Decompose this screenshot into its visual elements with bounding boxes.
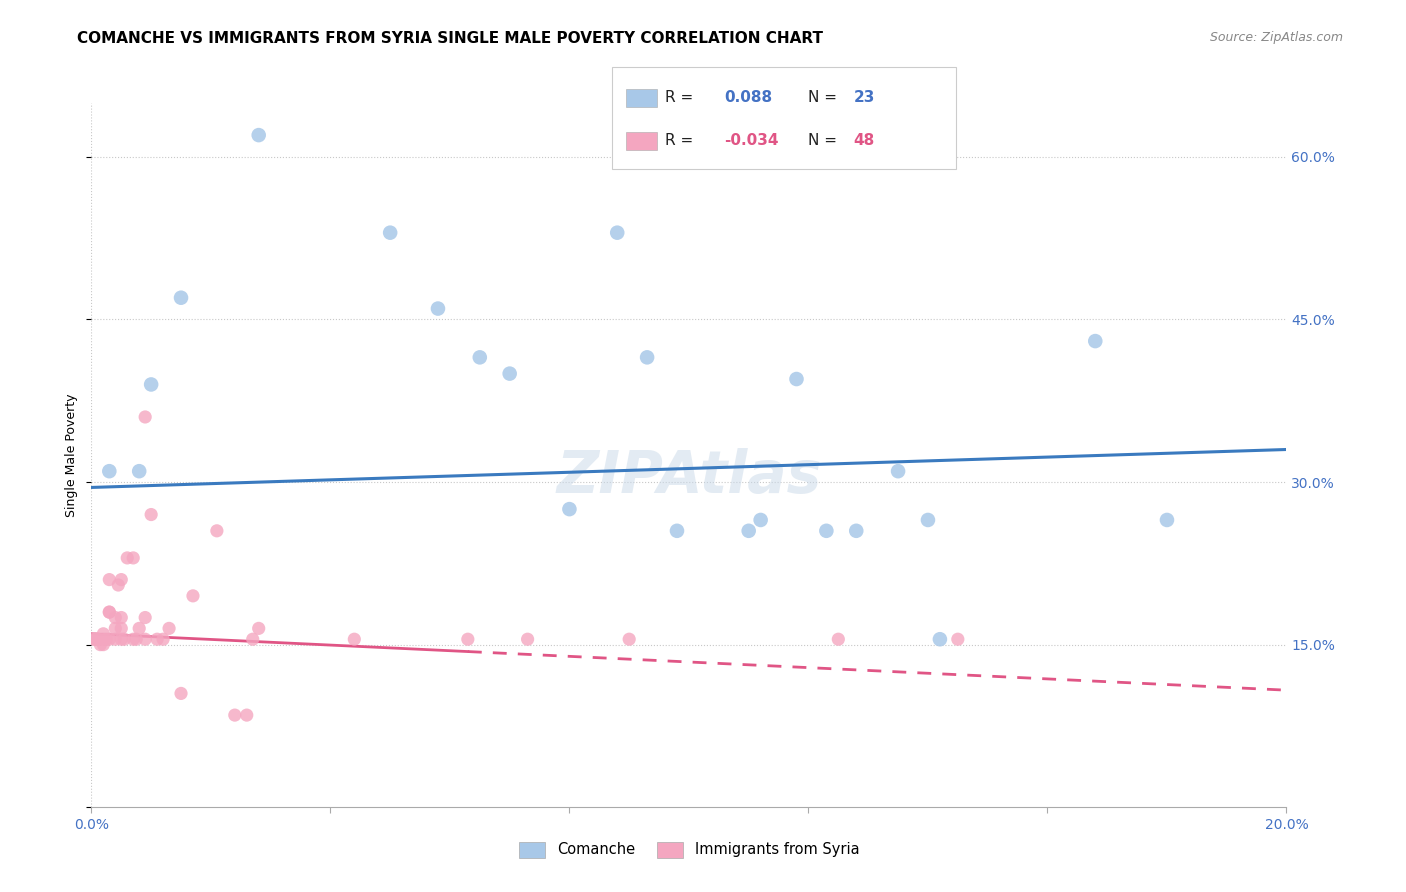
Point	[928, 632, 950, 647]
Point	[380, 226, 402, 240]
Point	[247, 621, 270, 635]
Point	[235, 708, 259, 723]
Point	[224, 708, 246, 723]
Point	[427, 301, 450, 316]
Point	[785, 372, 807, 386]
Point	[666, 524, 689, 538]
Text: N =: N =	[808, 133, 842, 148]
Point	[247, 128, 270, 142]
Text: 23: 23	[853, 90, 875, 105]
Point	[89, 638, 111, 652]
Point	[125, 632, 148, 647]
Point	[110, 621, 132, 635]
Point	[827, 632, 849, 647]
Point	[93, 632, 115, 647]
Text: ZIPAtlas: ZIPAtlas	[557, 448, 821, 505]
Point	[157, 621, 180, 635]
Point	[619, 632, 641, 647]
Point	[146, 632, 169, 647]
Point	[242, 632, 264, 647]
Point	[134, 610, 156, 624]
Point	[141, 377, 163, 392]
Point	[205, 524, 228, 538]
Point	[141, 508, 163, 522]
Point	[1156, 513, 1178, 527]
Point	[343, 632, 366, 647]
Legend: Comanche, Immigrants from Syria: Comanche, Immigrants from Syria	[513, 836, 865, 863]
Point	[636, 351, 658, 365]
Point	[93, 627, 115, 641]
Point	[110, 610, 132, 624]
Point	[468, 351, 491, 365]
Point	[122, 632, 145, 647]
Text: R =: R =	[665, 133, 699, 148]
Text: N =: N =	[808, 90, 842, 105]
Point	[107, 578, 129, 592]
Point	[83, 632, 105, 647]
Point	[104, 621, 127, 635]
Point	[181, 589, 204, 603]
Point	[104, 632, 127, 647]
Text: -0.034: -0.034	[724, 133, 779, 148]
Point	[1084, 334, 1107, 348]
Text: 0.088: 0.088	[724, 90, 772, 105]
Point	[737, 524, 759, 538]
Point	[110, 573, 132, 587]
Point	[516, 632, 538, 647]
Point	[112, 632, 135, 647]
Point	[917, 513, 939, 527]
Point	[93, 638, 115, 652]
Text: Source: ZipAtlas.com: Source: ZipAtlas.com	[1209, 31, 1343, 45]
Point	[96, 632, 118, 647]
Point	[122, 550, 145, 565]
Point	[152, 632, 174, 647]
Point	[887, 464, 910, 478]
Text: 48: 48	[853, 133, 875, 148]
Point	[170, 291, 193, 305]
Point	[749, 513, 772, 527]
Point	[815, 524, 838, 538]
Y-axis label: Single Male Poverty: Single Male Poverty	[65, 393, 79, 516]
Point	[98, 573, 121, 587]
Point	[128, 464, 150, 478]
Point	[83, 632, 105, 647]
Point	[84, 632, 107, 647]
Point	[86, 632, 108, 647]
Point	[98, 605, 121, 619]
Point	[98, 605, 121, 619]
Point	[606, 226, 628, 240]
Text: COMANCHE VS IMMIGRANTS FROM SYRIA SINGLE MALE POVERTY CORRELATION CHART: COMANCHE VS IMMIGRANTS FROM SYRIA SINGLE…	[77, 31, 824, 46]
Point	[86, 632, 108, 647]
Point	[104, 610, 127, 624]
Point	[115, 550, 138, 565]
Point	[134, 409, 156, 424]
Point	[170, 686, 193, 700]
Point	[457, 632, 479, 647]
Point	[845, 524, 868, 538]
Point	[134, 632, 156, 647]
Point	[110, 632, 132, 647]
Point	[128, 621, 150, 635]
Point	[98, 632, 121, 647]
Point	[946, 632, 969, 647]
Point	[98, 464, 121, 478]
Point	[558, 502, 581, 516]
Text: R =: R =	[665, 90, 699, 105]
Point	[499, 367, 522, 381]
